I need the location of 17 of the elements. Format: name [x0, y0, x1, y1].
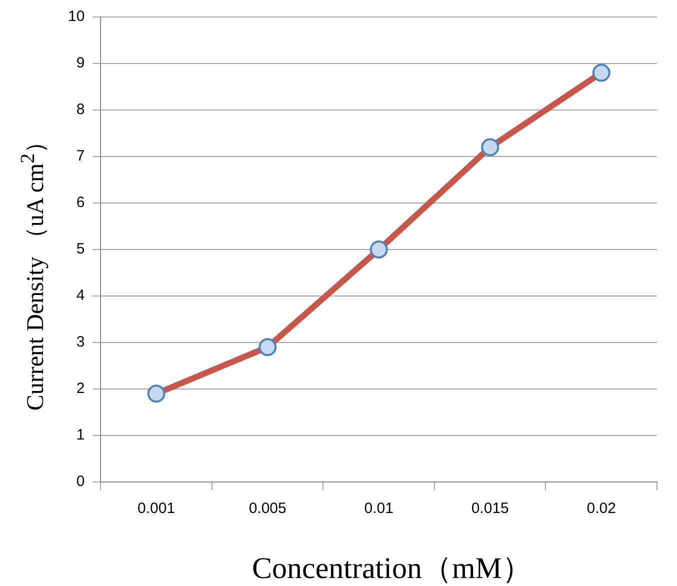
- y-tick-label: 6: [76, 194, 85, 212]
- y-tick-label: 1: [76, 426, 85, 444]
- y-tick-label: 10: [68, 8, 85, 26]
- x-tick-label: 0.02: [586, 500, 616, 518]
- y-tick-label: 0: [76, 473, 85, 490]
- y-tick-label: 8: [76, 101, 85, 118]
- y-tick-label: 4: [76, 287, 85, 304]
- y-tick-label: 3: [76, 334, 85, 351]
- y-tick-label: 7: [76, 148, 85, 165]
- x-tick-label: 0.001: [138, 500, 176, 518]
- x-tick-label: 0.01: [364, 500, 394, 518]
- y-tick-label: 5: [76, 240, 85, 258]
- x-tick-label: 0.005: [248, 500, 286, 518]
- x-tick-label: 0.015: [471, 500, 509, 518]
- y-tick-label: 9: [76, 54, 85, 72]
- x-axis-title: Concentration（mM）: [251, 551, 533, 586]
- y-tick-label: 2: [76, 380, 85, 398]
